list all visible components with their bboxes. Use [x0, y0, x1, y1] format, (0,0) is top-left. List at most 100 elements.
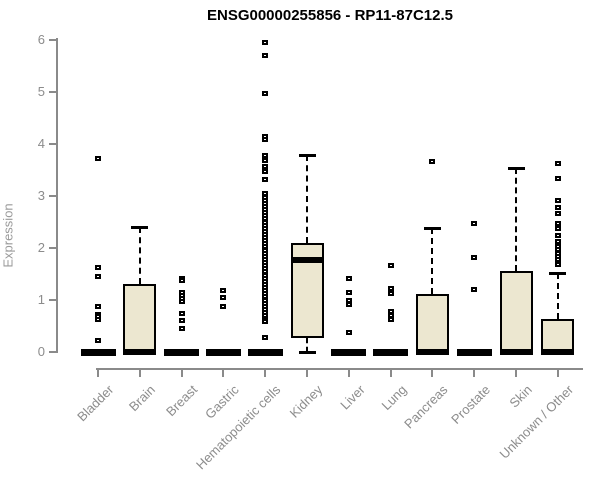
collapsed-box-bladder — [80, 348, 116, 356]
x-axis-tick — [97, 369, 99, 377]
outlier-point — [262, 153, 269, 159]
y-axis-tick-label: 3 — [37, 188, 45, 203]
median-line-kidney — [290, 256, 324, 263]
x-axis-category-label-unknown-other: Unknown / Other — [496, 382, 577, 462]
x-axis-tick — [138, 369, 141, 377]
x-axis-tick — [556, 369, 559, 377]
upper-whisker-cap-skin — [507, 166, 525, 170]
outlier-point — [262, 39, 269, 45]
outlier-point — [387, 286, 394, 292]
outlier-point — [262, 137, 269, 143]
upper-whisker-cap-unknown-other — [549, 271, 567, 275]
outlier-point — [262, 90, 269, 96]
outlier-point — [387, 316, 394, 322]
lower-whisker-kidney — [306, 337, 308, 352]
outlier-point — [262, 52, 269, 58]
x-axis-line — [96, 368, 583, 370]
x-axis-tick — [264, 369, 267, 377]
outlier-point — [262, 319, 269, 325]
outlier-point — [345, 329, 352, 335]
y-axis-tick — [49, 143, 57, 145]
median-line-brain — [123, 349, 157, 355]
x-axis-category-label-prostate: Prostate — [447, 382, 493, 427]
x-axis-tick — [347, 369, 350, 377]
outlier-point — [178, 318, 185, 324]
outlier-point — [554, 205, 561, 211]
chart-title: ENSG00000255856 - RP11-87C12.5 — [206, 7, 453, 24]
upper-whisker-brain — [138, 227, 141, 285]
outlier-point — [554, 176, 561, 182]
outlier-point — [95, 337, 101, 343]
collapsed-box-liver — [331, 348, 367, 356]
lower-whisker-cap-kidney — [298, 351, 316, 354]
outlier-point — [220, 287, 227, 293]
outlier-point — [554, 232, 561, 238]
y-axis-tick-label: 1 — [37, 292, 45, 307]
x-axis-category-label-lung: Lung — [378, 382, 410, 414]
outlier-point — [554, 262, 561, 268]
y-axis-tick — [49, 195, 57, 197]
outlier-point — [554, 210, 561, 216]
y-axis-tick — [49, 39, 57, 41]
outlier-point — [471, 255, 478, 261]
median-line-skin — [499, 349, 533, 355]
x-axis-category-label-brain: Brain — [126, 382, 159, 415]
outlier-point — [471, 286, 478, 292]
y-axis-tick-label: 2 — [37, 240, 45, 255]
outlier-point — [95, 304, 101, 310]
outlier-point — [262, 158, 269, 164]
y-axis-tick — [49, 299, 57, 301]
x-axis-category-label-pancreas: Pancreas — [401, 382, 452, 432]
box-pancreas — [415, 293, 449, 352]
upper-whisker-cap-pancreas — [423, 227, 441, 231]
y-axis-tick-label: 5 — [37, 84, 45, 99]
upper-whisker-skin — [515, 167, 517, 272]
y-axis-line — [56, 38, 58, 353]
box-brain — [123, 284, 157, 352]
x-axis-category-label-gastric: Gastric — [202, 382, 243, 422]
median-line-unknown-other — [541, 349, 575, 355]
outlier-point — [178, 277, 185, 283]
upper-whisker-unknown-other — [556, 272, 559, 320]
outlier-point — [345, 297, 352, 303]
collapsed-box-hematopoietic-cells — [247, 348, 283, 356]
x-axis-tick — [389, 369, 392, 377]
outlier-point — [95, 155, 101, 161]
outlier-point — [345, 301, 352, 307]
outlier-point — [178, 299, 185, 305]
y-axis-tick — [49, 91, 57, 93]
outlier-point — [554, 197, 561, 203]
x-axis-tick — [222, 369, 225, 377]
x-axis-tick — [431, 369, 434, 377]
outlier-point — [345, 275, 352, 281]
upper-whisker-cap-brain — [131, 226, 149, 230]
x-axis-tick — [306, 369, 308, 377]
outlier-point — [345, 289, 352, 295]
outlier-point — [262, 176, 269, 182]
x-axis-tick — [473, 369, 476, 377]
collapsed-box-lung — [373, 348, 409, 356]
outlier-point — [220, 303, 227, 309]
y-axis-tick-label: 0 — [37, 344, 45, 359]
collapsed-box-breast — [164, 348, 200, 356]
collapsed-box-gastric — [205, 348, 241, 356]
collapsed-box-prostate — [456, 348, 492, 356]
outlier-point — [220, 295, 227, 301]
outlier-point — [95, 265, 101, 271]
upper-whisker-cap-kidney — [298, 154, 316, 158]
y-axis-tick — [49, 247, 57, 249]
outlier-point — [554, 239, 561, 245]
outlier-point — [262, 335, 269, 341]
outlier-point — [178, 325, 185, 331]
outlier-point — [95, 317, 101, 323]
upper-whisker-kidney — [306, 155, 308, 243]
x-axis-category-label-breast: Breast — [163, 382, 201, 420]
outlier-point — [262, 169, 269, 175]
x-axis-tick — [180, 369, 183, 377]
outlier-point — [178, 310, 185, 316]
x-axis-category-label-kidney: Kidney — [286, 382, 326, 421]
upper-whisker-pancreas — [431, 228, 434, 294]
outlier-point — [95, 274, 101, 280]
y-axis-tick-label: 6 — [37, 32, 45, 47]
